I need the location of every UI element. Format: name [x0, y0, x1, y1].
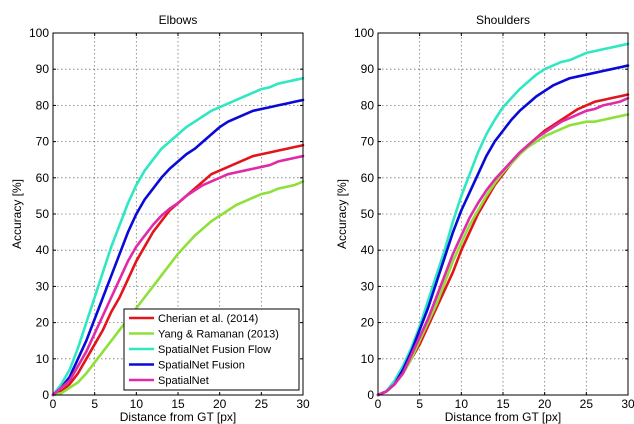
y-tick-label: 0 [367, 388, 374, 402]
y-tick-label: 100 [29, 26, 49, 40]
y-axis-label: Accuracy [%] [10, 179, 24, 249]
legend: Cherian et al. (2014) Yang & Ramanan (201… [123, 308, 300, 391]
x-tick-label: 10 [455, 397, 469, 411]
y-tick-label: 100 [354, 26, 374, 40]
y-tick-label: 50 [36, 207, 50, 221]
chart-elbows: 0 5 10 15 20 25 30 0 10 20 30 40 50 60 70 80 90 100 Elbows… [10, 13, 310, 424]
x-axis-label: Distance from GT [px] [445, 410, 561, 424]
y-tick-label: 60 [361, 171, 375, 185]
x-tick-label: 30 [621, 397, 634, 411]
x-tick-label: 10 [130, 397, 144, 411]
y-tick-label: 70 [361, 135, 375, 149]
series-line-spatialnet-fusion-flow [51, 76, 305, 397]
x-tick-label: 5 [416, 397, 423, 411]
series-line-spatialnet [51, 154, 305, 397]
y-tick-label: 90 [36, 62, 50, 76]
x-tick-label: 20 [213, 397, 227, 411]
y-tick-label: 10 [36, 352, 50, 366]
y-tick-label: 0 [42, 388, 49, 402]
y-tick-label: 10 [361, 352, 375, 366]
y-tick-label: 40 [36, 243, 50, 257]
chart-title: Shoulders [476, 13, 530, 27]
y-tick-label: 40 [361, 243, 375, 257]
y-tick-label: 30 [361, 279, 375, 293]
legend-label: SpatialNet [158, 375, 209, 387]
legend-label: SpatialNet Fusion [158, 360, 245, 372]
x-tick-label: 0 [375, 397, 382, 411]
y-tick-label: 80 [36, 98, 50, 112]
y-tick-label: 20 [36, 316, 50, 330]
x-tick-label: 0 [50, 397, 57, 411]
x-tick-label: 25 [255, 397, 269, 411]
y-tick-label: 20 [361, 316, 375, 330]
y-tick-label: 90 [361, 62, 375, 76]
chart-title: Elbows [159, 13, 198, 27]
series-line-spatialnet-fusion [376, 64, 630, 397]
legend-label: SpatialNet Fusion Flow [158, 344, 271, 356]
y-tick-label: 60 [36, 171, 50, 185]
chart-shoulders: 0 5 10 15 20 25 30 0 10 20 30 40 50 60 70 80 90 100 Should… [335, 13, 634, 424]
series-line-spatialnet-fusion [51, 98, 305, 397]
y-tick-label: 30 [36, 279, 50, 293]
y-tick-label: 80 [361, 98, 375, 112]
legend-label: Yang & Ramanan (2013) [158, 329, 279, 341]
y-tick-label: 70 [36, 135, 50, 149]
x-tick-label: 15 [171, 397, 185, 411]
x-axis-label: Distance from GT [px] [120, 410, 236, 424]
y-tick-label: 50 [361, 207, 375, 221]
x-tick-label: 25 [580, 397, 594, 411]
x-tick-label: 15 [496, 397, 510, 411]
series-line-yang-ramanan-2013 [51, 180, 305, 397]
y-axis-label: Accuracy [%] [335, 179, 349, 249]
series-line-spatialnet [376, 96, 630, 397]
x-tick-label: 20 [538, 397, 552, 411]
x-tick-label: 30 [296, 397, 310, 411]
x-tick-label: 5 [91, 397, 98, 411]
legend-label: Cherian et al. (2014) [158, 313, 258, 325]
